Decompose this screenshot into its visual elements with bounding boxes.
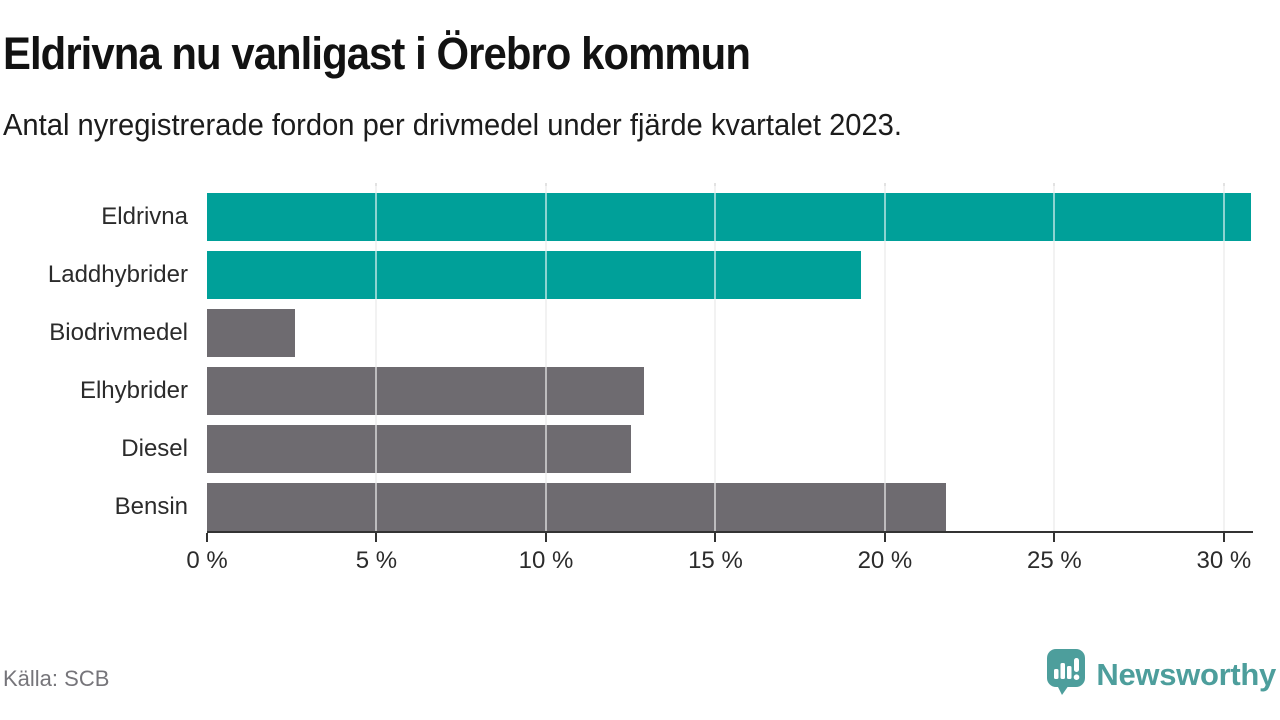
bar-laddhybrider: [207, 251, 862, 299]
axis-tick-label: 10 %: [518, 547, 574, 574]
axis-tick: [206, 533, 208, 542]
axis-tick-label: 0 %: [186, 547, 228, 574]
newsworthy-logo: Newsworthy: [1046, 648, 1276, 701]
axis-tick: [375, 533, 378, 542]
plot-area: [207, 183, 1251, 531]
newsworthy-speech-bubble-bar-chart-icon: [1046, 648, 1087, 701]
axis-tick-label: 15 %: [688, 547, 743, 574]
gridline-overlay: [1053, 186, 1056, 531]
axis-tick: [883, 533, 886, 542]
axis-tick: [714, 533, 717, 542]
gridline-overlay: [375, 186, 378, 531]
gridline-overlay: [1222, 186, 1225, 531]
x-axis-line: [207, 531, 1253, 533]
axis-tick-label: 30 %: [1196, 547, 1252, 574]
gridline-overlay: [714, 186, 717, 531]
axis-tick: [544, 533, 547, 542]
category-label: Biodrivmedel: [49, 319, 188, 346]
category-label: Eldrivna: [101, 203, 188, 230]
chart-subtitle: Antal nyregistrerade fordon per drivmede…: [3, 107, 902, 142]
category-label: Bensin: [114, 493, 188, 520]
page-title: Eldrivna nu vanligast i Örebro kommun: [3, 28, 751, 79]
axis-tick-label: 25 %: [1027, 547, 1082, 574]
category-label: Elhybrider: [79, 377, 188, 404]
category-label: Diesel: [121, 435, 188, 462]
bar-chart: 0 % 5 % 10 % 15 % 20 % 25 % 30 % Eldrivna Laddhy…: [0, 183, 1280, 606]
category-label: Laddhybrider: [47, 261, 188, 288]
axis-tick-label: 5 %: [355, 547, 398, 574]
gridline-overlay: [883, 186, 886, 531]
source-label: Källa: SCB: [3, 666, 110, 691]
bar-biodrivmedel: [207, 309, 296, 357]
bar-elhybrider: [207, 367, 645, 415]
bar-eldrivna: [207, 193, 1251, 241]
axis-tick-label: 20 %: [857, 547, 913, 574]
bar-bensin: [207, 483, 946, 531]
axis-tick: [1222, 533, 1225, 542]
newsworthy-wordmark: Newsworthy: [1096, 656, 1276, 692]
axis-tick: [1053, 533, 1056, 542]
gridline-overlay: [544, 186, 547, 531]
bar-diesel: [207, 425, 631, 473]
